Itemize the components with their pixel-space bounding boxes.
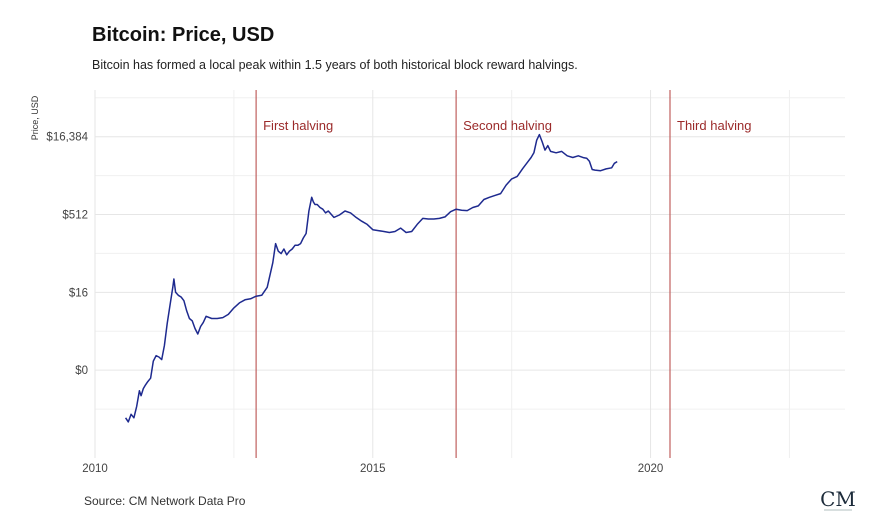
major-gridlines [94, 90, 845, 458]
halving-label: Second halving [463, 118, 552, 133]
x-tick-label: 2010 [82, 463, 108, 475]
halving-label: Third halving [677, 118, 751, 133]
y-tick-label: $512 [62, 210, 88, 222]
price-chart: $0 $16 $512 $16,384 2010 2015 2020 Price, USD… [30, 90, 845, 475]
x-axis-ticks: 2010 2015 2020 [82, 463, 663, 475]
halving-label: First halving [263, 118, 333, 133]
chart-title: Bitcoin: Price, USD [92, 24, 275, 46]
halving-annotations: First halving Second halving Third halving [255, 90, 751, 458]
y-axis-label: Price, USD [30, 95, 40, 140]
logo-text: CM [820, 487, 856, 511]
source-note: Source: CM Network Data Pro [84, 494, 246, 508]
y-tick-label: $16 [69, 287, 88, 299]
x-tick-label: 2015 [360, 463, 386, 475]
minor-gridlines [95, 90, 845, 458]
price-series-line [124, 133, 618, 423]
coinmetrics-logo: CM [820, 487, 856, 511]
y-tick-label: $0 [75, 365, 88, 377]
y-axis-ticks: $0 $16 $512 $16,384 [46, 132, 88, 377]
y-tick-label: $16,384 [46, 132, 88, 144]
chart-subtitle: Bitcoin has formed a local peak within 1… [92, 58, 578, 72]
x-tick-label: 2020 [638, 463, 664, 475]
